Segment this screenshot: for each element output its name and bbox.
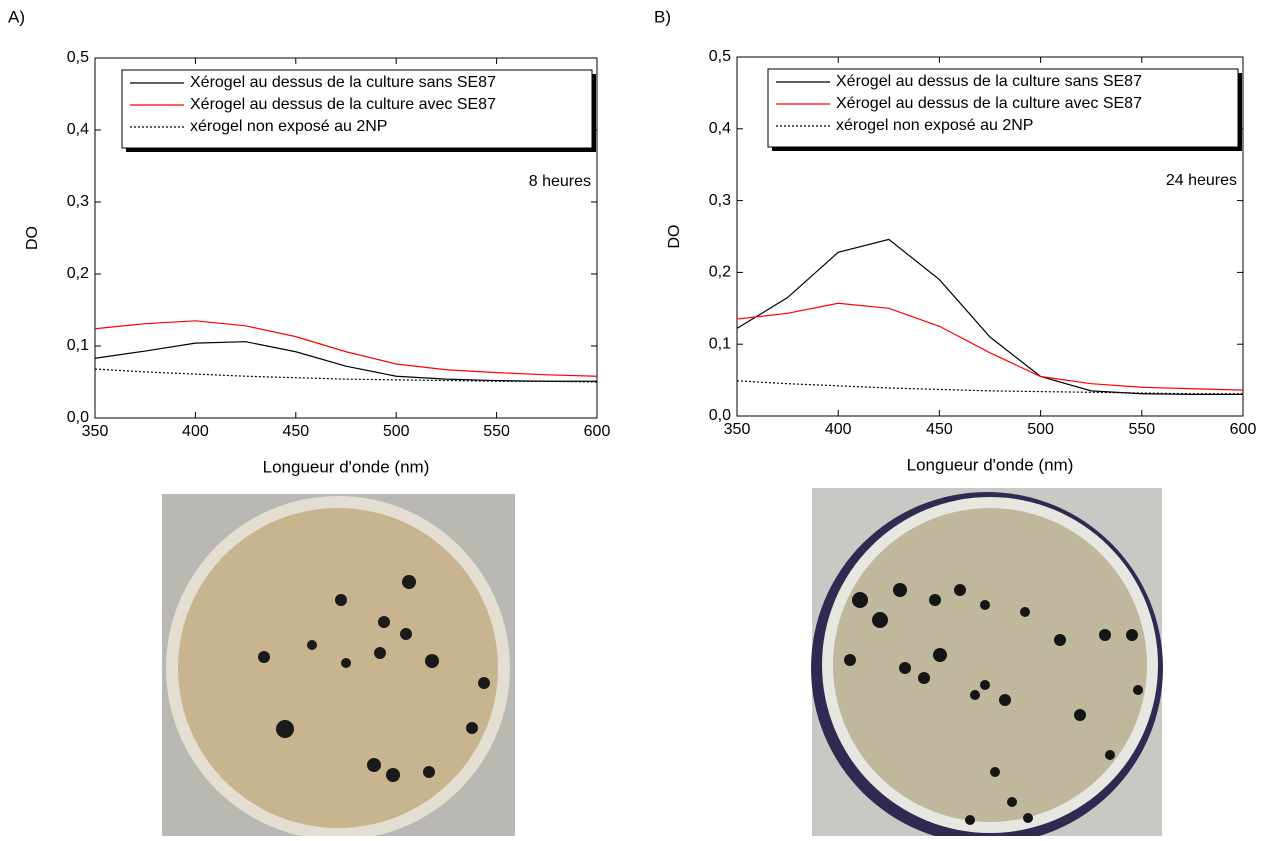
data-line [94, 341, 597, 382]
annotation: 8 heures [529, 173, 591, 190]
y-tick-label: 0,4 [709, 120, 731, 137]
y-tick-label: 0,2 [67, 265, 89, 282]
x-tick-label: 550 [1128, 421, 1155, 438]
y-tick-label: 0,3 [67, 193, 89, 210]
y-tick-label: 0,5 [709, 48, 731, 65]
x-axis-label: Longueur d'onde (nm) [263, 457, 430, 476]
legend [121, 69, 593, 149]
x-tick-label: 600 [1230, 421, 1257, 438]
y-tick-label: 0,2 [709, 264, 731, 281]
x-tick-label: 450 [282, 423, 309, 440]
x-tick-label: 600 [584, 423, 611, 440]
x-tick-label: 400 [182, 423, 209, 440]
y-tick-label: 0,0 [67, 409, 89, 426]
y-tick-label: 0,5 [67, 49, 89, 66]
y-axis-label: DO [24, 226, 41, 250]
legend-label: Xérogel au dessus de la culture sans SE8… [190, 74, 496, 91]
y-tick-label: 0,3 [709, 192, 731, 209]
data-line [94, 368, 598, 383]
data-line [736, 380, 1243, 395]
x-axis-label: Longueur d'onde (nm) [907, 455, 1074, 474]
photo-b [811, 488, 1163, 841]
x-tick-label: 550 [483, 423, 510, 440]
legend-label: Xérogel au dessus de la culture avec SE8… [836, 95, 1142, 112]
annotation: 24 heures [1166, 172, 1237, 189]
panel-label: A) [8, 7, 25, 26]
x-tick-label: 500 [383, 423, 410, 440]
y-axis-label: DO [666, 225, 683, 249]
x-tick-label: 350 [82, 423, 109, 440]
x-tick-label: 400 [825, 421, 852, 438]
x-tick-label: 500 [1027, 421, 1054, 438]
legend-label: xérogel non exposé au 2NP [190, 118, 387, 135]
legend-label: xérogel non exposé au 2NP [836, 117, 1033, 134]
legend-label: Xérogel au dessus de la culture avec SE8… [190, 96, 496, 113]
data-line [736, 302, 1244, 391]
y-tick-label: 0,0 [709, 407, 731, 424]
y-tick-label: 0,4 [67, 121, 89, 138]
legend [767, 68, 1239, 148]
photo-a [162, 494, 515, 840]
x-tick-label: 350 [724, 421, 751, 438]
data-line [736, 238, 1243, 396]
panel-label: B) [654, 7, 671, 26]
x-tick-label: 450 [926, 421, 953, 438]
plot-frame [736, 56, 1244, 417]
y-tick-label: 0,1 [67, 337, 89, 354]
data-line [94, 320, 598, 377]
legend-label: Xérogel au dessus de la culture sans SE8… [836, 73, 1142, 90]
plot-frame [94, 57, 598, 419]
y-tick-label: 0,1 [709, 335, 731, 352]
